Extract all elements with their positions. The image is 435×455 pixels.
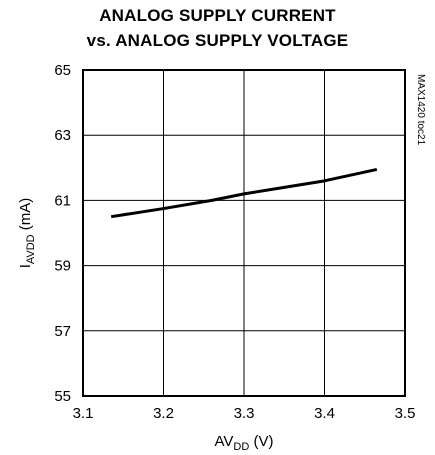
x-tick-label: 3.3	[234, 405, 255, 422]
x-tick-labels: 3.1 3.2 3.3 3.4 3.5	[73, 405, 416, 422]
grid-lines	[82, 69, 406, 397]
y-axis-label: IAVDD (mA)	[17, 198, 37, 269]
x-axis-label: AVDD (V)	[215, 433, 274, 453]
chart-title-line1: ANALOG SUPPLY CURRENT	[99, 6, 336, 25]
y-axis-label-main: I	[17, 264, 34, 268]
y-tick-label: 61	[54, 192, 71, 209]
x-tick-label: 3.2	[153, 405, 174, 422]
series-group	[110, 167, 378, 219]
y-tick-label: 63	[54, 127, 71, 144]
x-axis-label-sub: DD	[233, 441, 249, 453]
y-tick-label: 65	[54, 62, 71, 79]
x-tick-label: 3.5	[395, 405, 416, 422]
chart-title-line2: vs. ANALOG SUPPLY VOLTAGE	[86, 31, 349, 50]
plot-frame	[82, 69, 406, 397]
y-axis-label-unit: (mA)	[17, 198, 34, 235]
x-tick-label: 3.1	[73, 405, 94, 422]
x-tick-label: 3.4	[314, 405, 335, 422]
x-axis-label-main: AV	[215, 433, 234, 450]
y-tick-label: 59	[54, 258, 71, 275]
y-axis-label-sub: AVDD	[25, 234, 37, 264]
chart-watermark: MAX1420 toc21	[415, 74, 426, 146]
series-line-0	[110, 167, 378, 219]
y-tick-label: 57	[54, 323, 71, 340]
x-axis-label-unit: (V)	[249, 433, 273, 450]
y-tick-labels: 55 57 59 61 63 65	[54, 62, 71, 405]
y-tick-label: 55	[54, 388, 71, 405]
